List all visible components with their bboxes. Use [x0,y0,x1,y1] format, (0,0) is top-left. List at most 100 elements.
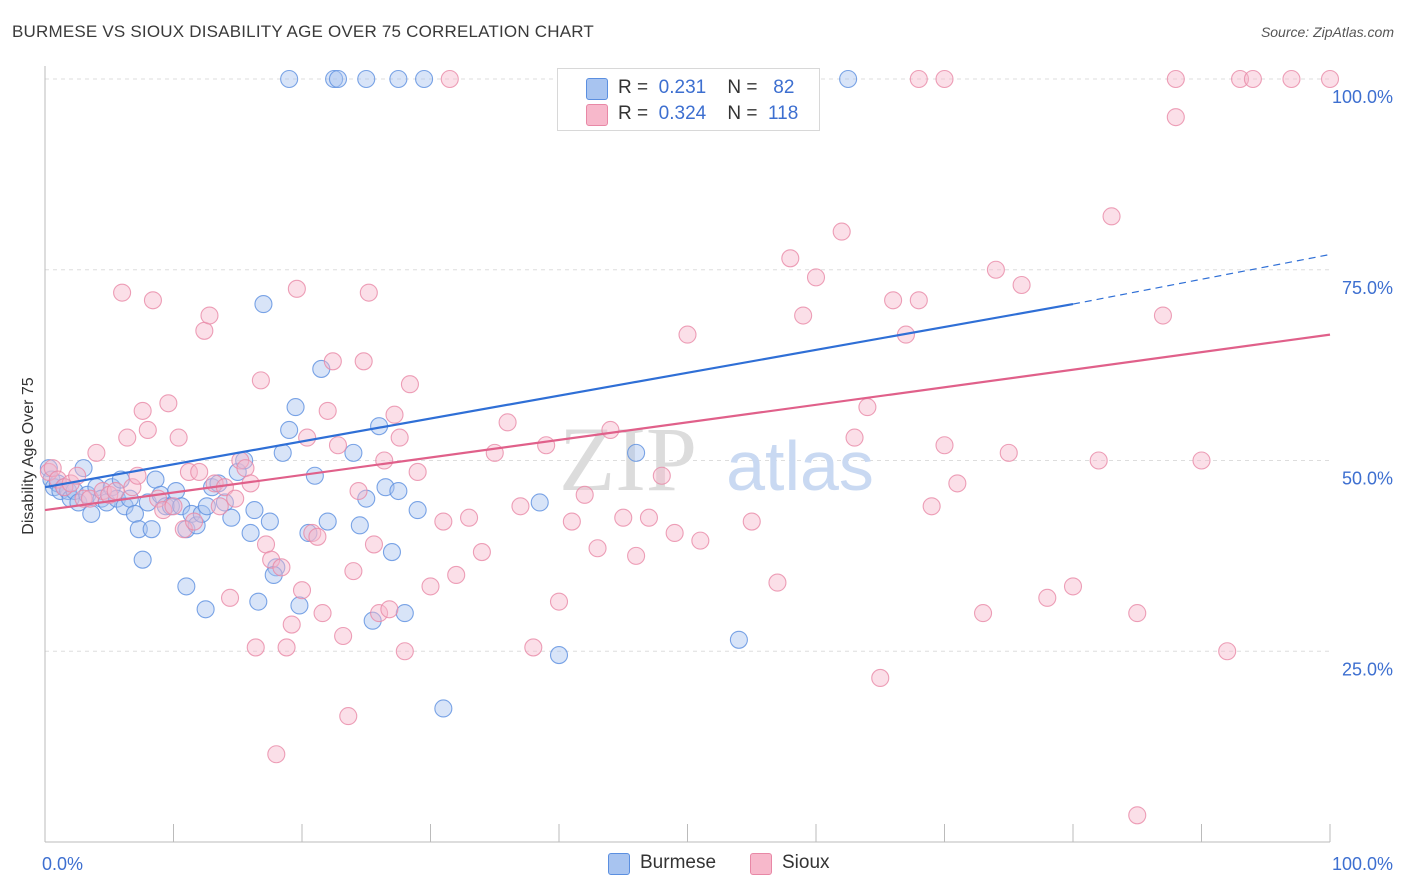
data-point [357,489,376,508]
data-point [74,459,93,478]
data-point [380,600,399,619]
data-point [241,523,260,543]
data-point [614,508,633,527]
data-point [794,306,813,325]
data-point [1282,69,1301,89]
data-point [226,489,245,508]
data-point [249,592,268,611]
legend-swatch-sioux [586,104,608,126]
data-point [498,413,517,432]
data-point [389,481,408,501]
data-point [1166,108,1185,127]
data-point [344,443,363,462]
data-point [299,523,318,543]
data-point [1166,69,1185,89]
data-point [350,516,369,535]
x-tick-label: 100.0% [1332,854,1393,874]
y-axis-label: Disability Age Over 75 [20,377,37,535]
data-point [549,592,569,611]
data-point [395,604,414,623]
data-point [973,604,993,623]
data-point [308,527,327,546]
y-tick-label: 50.0% [1342,469,1393,489]
data-point [691,531,710,550]
data-point [280,420,299,440]
data-point [363,611,382,630]
data-point [601,420,620,440]
data-point [537,436,556,455]
data-point [395,642,414,661]
data-point [305,466,324,485]
data-point [129,520,148,539]
data-point [627,443,646,462]
data-point [781,249,800,268]
stats-legend: R = 0.231 N = 82 R = 0.324 N = 118 [557,68,820,131]
data-point [768,573,787,592]
data-point [742,512,761,531]
data-point [256,535,276,554]
y-tick-label: 75.0% [1342,278,1393,298]
data-point [884,291,903,310]
data-point [172,497,191,516]
data-point [858,398,877,417]
data-point [1218,642,1237,661]
data-point [530,493,549,512]
data-point [1012,275,1031,295]
data-point [190,462,209,481]
data-point [118,428,137,447]
data-point [357,69,376,89]
data-point [408,462,427,481]
data-point [524,638,543,657]
data-point [408,501,427,520]
data-point [652,466,671,485]
data-point [339,707,358,726]
data-point [286,398,305,417]
x-tick-label: 0.0% [42,854,83,874]
data-point [1231,69,1250,89]
data-point [277,638,296,657]
data-point [344,562,363,581]
legend-swatch-burmese [608,853,630,875]
data-point [986,260,1005,279]
data-point [415,69,434,89]
legend-label-sioux: Sioux [782,852,830,873]
data-point [806,268,826,287]
data-point [447,565,466,585]
data-point [562,512,581,531]
data-point [313,604,332,623]
data-point [222,508,241,527]
data-point [220,588,240,607]
watermark: ZIP atlas [559,408,874,510]
trend-line-burmese [44,303,1074,489]
data-point [123,478,142,497]
data-point [678,325,697,344]
data-point [142,520,161,539]
n-label: N = [727,77,758,98]
data-point [174,520,193,539]
data-point [245,501,264,520]
data-point [370,604,389,623]
series-sioux [39,69,1340,825]
data-point [839,69,858,89]
data-point [125,504,144,523]
data-point [236,459,255,478]
r-value: 0.231 [658,77,707,98]
data-point [922,497,941,516]
data-point [382,543,402,562]
data-point [935,69,954,89]
data-point [298,428,317,447]
data-point [1192,451,1211,470]
data-point [434,512,453,531]
data-point [440,69,459,89]
chart-title: BURMESE VS SIOUX DISABILITY AGE OVER 75 … [12,22,594,41]
data-point [588,539,607,558]
data-point [1243,69,1262,89]
tick-labels: 25.0% 50.0% 75.0% 100.0% 0.0% 100.0% [42,87,1393,874]
trend-line-sioux [44,333,1331,512]
data-point [871,668,890,688]
y-tick-label: 25.0% [1342,659,1393,679]
gridlines [45,78,1330,652]
data-point [143,291,162,310]
data-point [364,535,384,554]
